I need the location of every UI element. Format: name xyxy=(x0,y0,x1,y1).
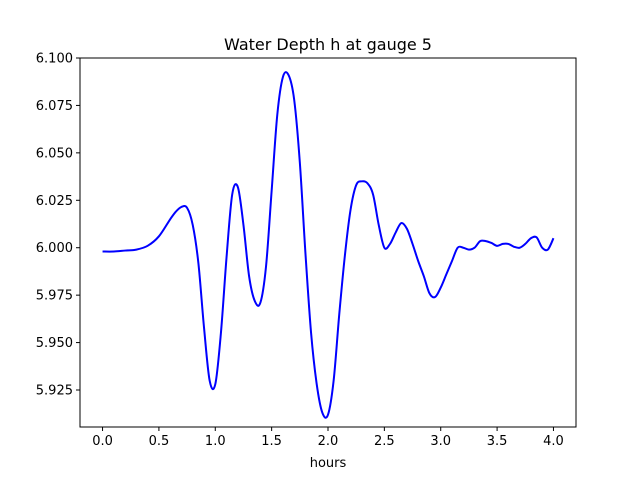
series-layer xyxy=(102,71,555,419)
x-tick-label: 3.0 xyxy=(430,434,451,449)
y-tick-label: 5.975 xyxy=(36,289,73,304)
chart-title: Water Depth h at gauge 5 xyxy=(224,35,432,54)
x-tick-label: 0.0 xyxy=(92,434,113,449)
y-tick-label: 6.025 xyxy=(36,194,73,209)
x-tick-label: 1.5 xyxy=(261,434,282,449)
y-axis-ticks: 5.925 5.950 5.975 6.000 6.025 6.050 6.075 6.100 xyxy=(36,52,80,399)
y-tick-label: 5.950 xyxy=(36,336,73,351)
y-tick-label: 6.075 xyxy=(36,99,73,114)
x-tick-label: 3.5 xyxy=(487,434,508,449)
x-tick-label: 2.0 xyxy=(318,434,339,449)
x-tick-label: 1.0 xyxy=(205,434,226,449)
x-axis-label: hours xyxy=(310,456,347,471)
y-tick-label: 6.100 xyxy=(36,52,73,67)
x-tick-label: 4.0 xyxy=(543,434,564,449)
series-line xyxy=(102,71,555,419)
x-tick-label: 0.5 xyxy=(149,434,170,449)
y-tick-label: 6.050 xyxy=(36,146,73,161)
x-tick-label: 2.5 xyxy=(374,434,395,449)
plot-frame xyxy=(79,57,577,428)
x-axis-ticks: 0.0 0.5 1.0 1.5 2.0 2.5 3.0 3.5 4.0 xyxy=(92,427,564,449)
y-tick-label: 6.000 xyxy=(36,241,73,256)
y-tick-label: 5.925 xyxy=(36,384,73,399)
